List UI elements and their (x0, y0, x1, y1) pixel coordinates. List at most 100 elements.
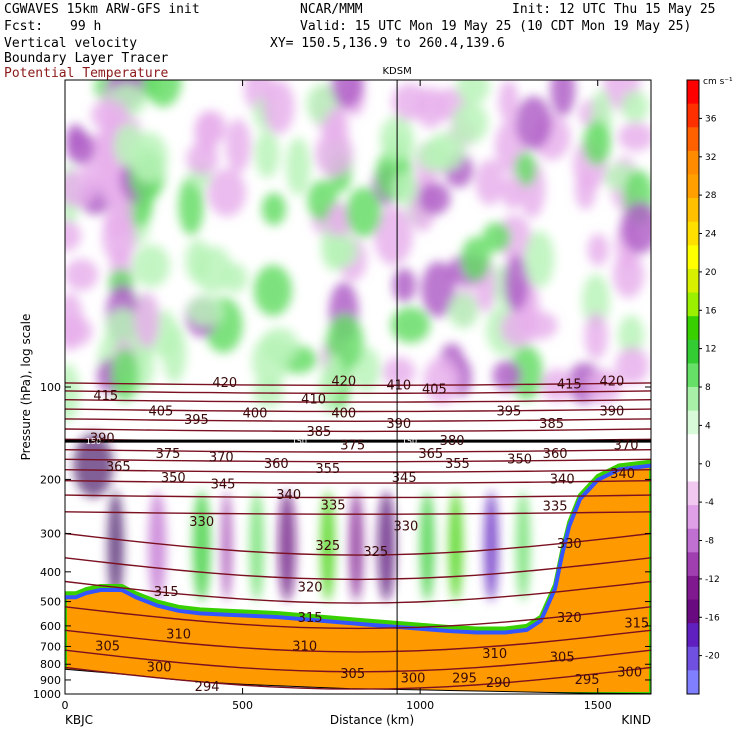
theta-label: 405 (422, 383, 447, 398)
theta-label: 330 (393, 520, 418, 535)
colorbar-tick-label: 4 (705, 421, 711, 431)
velocity-blob (315, 129, 353, 178)
velocity-blob (207, 168, 246, 217)
x-endpoint-left: KBJC (65, 713, 93, 727)
theta-label: 315 (624, 617, 649, 632)
velocity-blob (582, 274, 610, 328)
colorbar-tick-label: 32 (705, 153, 716, 163)
colorbar-swatch (687, 268, 699, 294)
velocity-blob (418, 182, 451, 215)
velocity-blob (162, 324, 187, 383)
colorbar-tick-label: 36 (705, 114, 717, 124)
theta-label: 340 (610, 467, 635, 482)
colorbar-swatch (687, 292, 699, 317)
colorbar-swatch (687, 457, 699, 482)
x-tick-label: 1000 (406, 699, 434, 712)
velocity-blob (65, 258, 99, 291)
x-tick-label: 500 (232, 699, 253, 712)
theta-label: 395 (184, 413, 209, 428)
theta-contour (65, 557, 651, 581)
colorbar-swatch (687, 363, 699, 388)
bl-tracer-region (65, 459, 651, 694)
colorbar-swatch (687, 623, 699, 648)
colorbar-swatch (687, 599, 699, 624)
colorbar-tick-label: 12 (705, 345, 716, 355)
velocity-blob (134, 292, 160, 349)
kdsm-label: KDSM (382, 66, 411, 77)
theta-label: 420 (599, 375, 624, 390)
velocity-blob (448, 293, 479, 329)
velocity-band (221, 491, 232, 602)
velocity-blob (391, 83, 429, 121)
theta-label: 410 (301, 393, 326, 408)
theta-label: 360 (264, 457, 289, 472)
velocity-blob (262, 80, 295, 134)
theta-contour (65, 649, 651, 673)
y-tick-label: 100 (40, 381, 61, 394)
y-tick-label: 200 (40, 473, 61, 486)
theta-label: 300 (147, 661, 172, 676)
theta-label: 370 (209, 451, 234, 466)
velocity-blob (65, 220, 82, 252)
velocity-blob (104, 308, 142, 350)
theta-contour (65, 532, 651, 556)
colorbar-swatch (687, 552, 699, 577)
theta-label: 350 (507, 452, 532, 467)
velocity-band (377, 491, 396, 602)
forecast-label: Fcst: (4, 19, 44, 34)
colorbar-swatch (687, 339, 699, 364)
velocity-blob (618, 315, 645, 356)
y-tick-label: 900 (40, 674, 61, 687)
y-tick-label: 800 (40, 658, 61, 671)
velocity-blob (461, 236, 491, 282)
x-axis-label: Distance (km) (330, 713, 414, 727)
velocity-blob (261, 192, 287, 226)
velocity-blob (253, 264, 292, 316)
velocity-blob (260, 327, 299, 364)
velocity-blob (498, 80, 519, 123)
velocity-blob (186, 142, 219, 176)
velocity-blob (423, 356, 461, 404)
theta-contour (65, 449, 651, 453)
theta-label: 320 (298, 581, 323, 596)
theta-label: 310 (166, 628, 191, 643)
theta-label: 345 (392, 471, 417, 486)
theta-label: 305 (550, 650, 575, 665)
field-label-bl-tracer: Boundary Layer Tracer (4, 51, 169, 66)
colorbar-swatch (687, 646, 699, 671)
theta-label: 325 (315, 539, 340, 554)
colorbar-swatch (687, 387, 699, 412)
colorbar-swatch (687, 245, 699, 270)
theta-label: 400 (243, 407, 268, 422)
velocity-band (349, 491, 364, 602)
bl-tracer-edge (65, 463, 651, 635)
velocity-blob (132, 244, 170, 288)
velocity-blob (618, 122, 651, 152)
colorbar-swatch (687, 575, 699, 601)
velocity-blob (575, 170, 596, 210)
colorbar-swatch (687, 410, 699, 435)
colorbar-swatch (687, 316, 699, 341)
colorbar-swatch (687, 481, 699, 506)
velocity-band (320, 491, 335, 602)
field-label-theta: Potential Temperature (4, 66, 169, 81)
theta-label: 420 (212, 376, 237, 391)
velocity-blob (66, 131, 95, 165)
theta-contour (65, 629, 651, 653)
theta-label: 355 (315, 462, 340, 477)
theta-contour (65, 580, 651, 604)
velocity-band (148, 491, 167, 602)
colorbar-tick-label: -20 (705, 652, 720, 662)
theta-contour (65, 458, 651, 463)
velocity-blob (65, 316, 93, 347)
colorbar-tick-label: -12 (705, 575, 720, 585)
model-title: CGWAVES 15km ARW-GFS init (4, 2, 200, 17)
theta-label: 375 (340, 438, 365, 453)
theta-label: 370 (614, 438, 639, 453)
velocity-band (249, 491, 264, 602)
theta-label: 385 (306, 425, 331, 440)
theta-label: 380 (440, 434, 465, 449)
velocity-blob (225, 118, 251, 173)
velocity-blob (178, 176, 204, 236)
theta-label: 330 (557, 537, 582, 552)
